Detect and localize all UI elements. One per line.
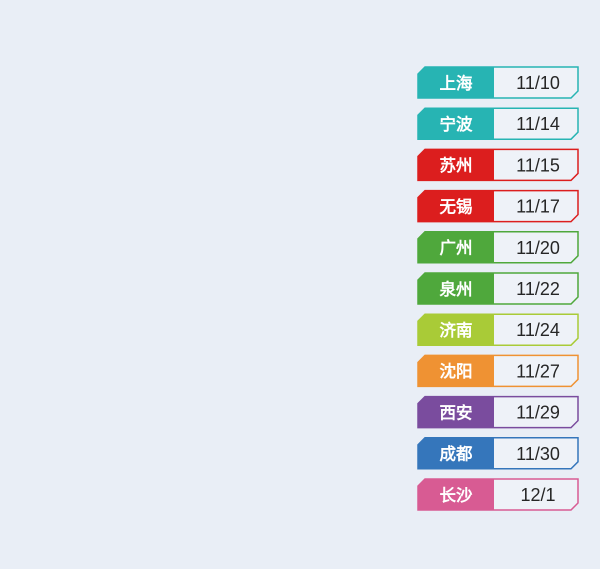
svg-text:11/20: 11/20 <box>516 238 560 258</box>
svg-text:11/27: 11/27 <box>516 361 560 381</box>
svg-text:12/1: 12/1 <box>520 485 555 505</box>
svg-text:11/24: 11/24 <box>516 320 560 340</box>
svg-text:成都: 成都 <box>440 444 474 464</box>
svg-text:上海: 上海 <box>440 73 474 93</box>
svg-text:11/22: 11/22 <box>516 279 560 299</box>
svg-text:沈阳: 沈阳 <box>440 361 473 381</box>
svg-text:济南: 济南 <box>440 320 473 340</box>
svg-text:苏州: 苏州 <box>440 155 473 175</box>
svg-text:11/14: 11/14 <box>516 114 560 134</box>
svg-text:广州: 广州 <box>440 238 473 258</box>
svg-text:西安: 西安 <box>440 402 473 422</box>
svg-text:宁波: 宁波 <box>440 114 474 134</box>
svg-text:11/17: 11/17 <box>516 197 560 217</box>
svg-text:无锡: 无锡 <box>439 196 473 216</box>
svg-text:11/29: 11/29 <box>516 403 560 423</box>
svg-text:11/10: 11/10 <box>516 73 560 93</box>
svg-text:11/30: 11/30 <box>516 444 560 464</box>
svg-text:长沙: 长沙 <box>440 485 474 505</box>
svg-text:11/15: 11/15 <box>516 155 560 175</box>
svg-text:泉州: 泉州 <box>440 279 473 299</box>
